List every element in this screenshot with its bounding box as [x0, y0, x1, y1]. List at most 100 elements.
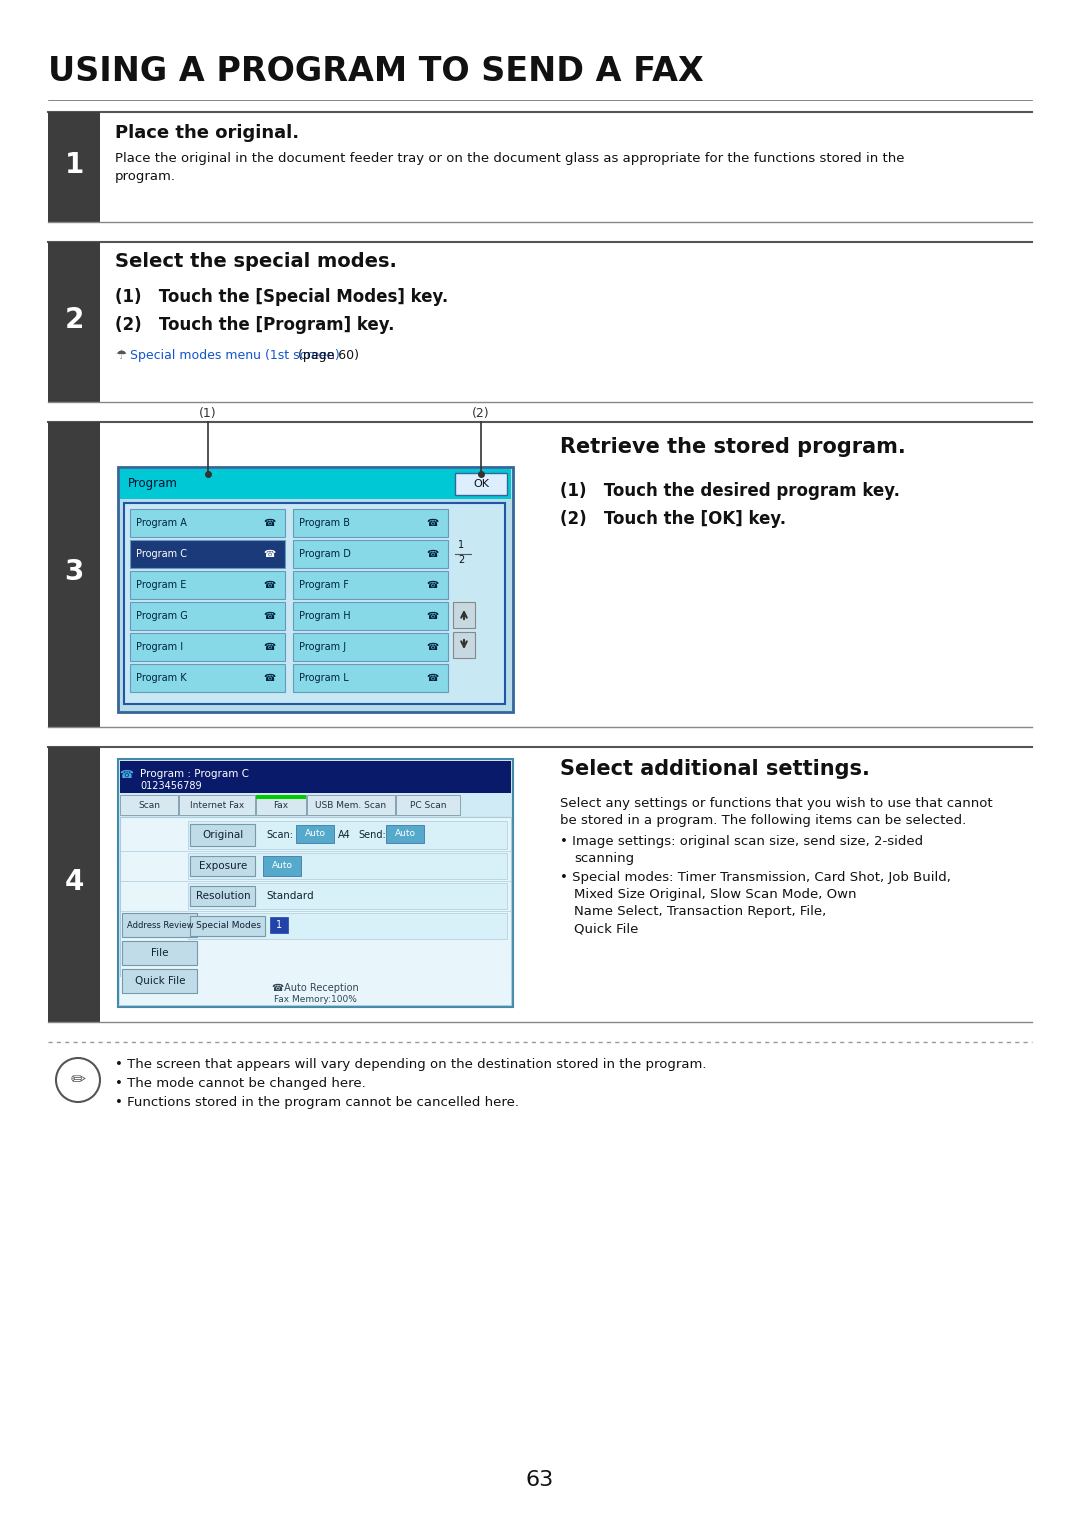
Text: Fax Memory:100%: Fax Memory:100%	[274, 995, 356, 1004]
Bar	[190, 824, 255, 847]
Bar	[386, 825, 424, 843]
Bar	[48, 422, 100, 727]
Text: Select the special modes.: Select the special modes.	[114, 252, 396, 270]
Text: 1: 1	[65, 151, 83, 179]
Text: be stored in a program. The following items can be selected.: be stored in a program. The following it…	[561, 814, 967, 827]
Text: 2: 2	[65, 306, 83, 335]
Text: • The mode cannot be changed here.: • The mode cannot be changed here.	[114, 1077, 366, 1089]
Bar	[48, 112, 100, 222]
Text: Scan: Scan	[138, 801, 160, 810]
Text: ☂: ☂	[114, 348, 126, 362]
Bar	[130, 633, 285, 662]
Text: ☎: ☎	[262, 611, 275, 620]
Bar	[120, 795, 178, 814]
Bar	[130, 509, 285, 536]
Bar	[455, 474, 507, 495]
Bar	[307, 795, 395, 814]
Text: ☎: ☎	[426, 642, 438, 652]
Text: (page 60): (page 60)	[294, 348, 360, 362]
Text: USING A PROGRAM TO SEND A FAX: USING A PROGRAM TO SEND A FAX	[48, 55, 704, 89]
Text: Program : Program C: Program : Program C	[140, 769, 249, 779]
Text: ☎: ☎	[426, 518, 438, 529]
Text: 0123456789: 0123456789	[140, 781, 202, 792]
Text: (2): (2)	[472, 406, 490, 420]
Bar	[188, 853, 507, 879]
Text: ☎: ☎	[262, 642, 275, 652]
Text: PC Scan: PC Scan	[409, 801, 446, 810]
Text: ☎: ☎	[262, 672, 275, 683]
Bar	[264, 856, 301, 876]
Text: (1): (1)	[199, 406, 216, 420]
Text: Auto: Auto	[394, 830, 416, 839]
Bar	[188, 883, 507, 909]
Text: Resolution: Resolution	[195, 891, 251, 902]
Text: 63: 63	[526, 1470, 554, 1490]
Text: Program G: Program G	[136, 611, 188, 620]
Text: Mixed Size Original, Slow Scan Mode, Own: Mixed Size Original, Slow Scan Mode, Own	[573, 888, 856, 902]
Text: ☎: ☎	[262, 581, 275, 590]
Text: Address Review: Address Review	[126, 920, 193, 929]
Bar	[124, 503, 505, 704]
Text: program.: program.	[114, 170, 176, 183]
Text: Exposure: Exposure	[199, 860, 247, 871]
Text: Auto: Auto	[305, 830, 325, 839]
Text: Auto: Auto	[271, 862, 293, 871]
Text: ☎: ☎	[119, 770, 133, 779]
Text: Place the original.: Place the original.	[114, 124, 299, 142]
Text: Standard: Standard	[266, 891, 313, 902]
Text: Send:: Send:	[357, 830, 386, 840]
Text: ☎Auto Reception: ☎Auto Reception	[272, 983, 359, 993]
Bar	[293, 602, 448, 630]
Text: Select any settings or functions that you wish to use that cannot: Select any settings or functions that yo…	[561, 798, 993, 810]
Text: (1)   Touch the [Special Modes] key.: (1) Touch the [Special Modes] key.	[114, 287, 448, 306]
Text: Program E: Program E	[136, 581, 187, 590]
Text: Retrieve the stored program.: Retrieve the stored program.	[561, 437, 906, 457]
Text: • Image settings: original scan size, send size, 2-sided: • Image settings: original scan size, se…	[561, 834, 923, 848]
Text: Special Modes: Special Modes	[195, 921, 260, 931]
Text: 1: 1	[458, 539, 464, 550]
Bar	[453, 602, 475, 628]
Bar	[118, 759, 513, 1007]
Text: ☎: ☎	[426, 549, 438, 559]
Text: Program K: Program K	[136, 672, 187, 683]
Bar	[190, 856, 255, 876]
Text: • Special modes: Timer Transmission, Card Shot, Job Build,: • Special modes: Timer Transmission, Car…	[561, 871, 950, 885]
Circle shape	[56, 1057, 100, 1102]
Text: 4: 4	[65, 868, 83, 897]
Bar	[293, 665, 448, 692]
Text: (2)   Touch the [Program] key.: (2) Touch the [Program] key.	[114, 316, 394, 335]
Text: Program L: Program L	[299, 672, 349, 683]
Bar	[120, 761, 511, 793]
Text: 1: 1	[275, 920, 282, 931]
Bar	[293, 571, 448, 599]
Bar	[48, 241, 100, 402]
Text: Select additional settings.: Select additional settings.	[561, 759, 869, 779]
Text: Program C: Program C	[136, 549, 187, 559]
Bar	[256, 795, 306, 814]
Text: Quick File: Quick File	[135, 976, 186, 986]
Text: Scan:: Scan:	[266, 830, 293, 840]
Text: Program F: Program F	[299, 581, 349, 590]
Bar	[270, 917, 288, 934]
Text: Program I: Program I	[136, 642, 184, 652]
Text: scanning: scanning	[573, 853, 634, 865]
Text: File: File	[151, 947, 168, 958]
Text: Program A: Program A	[136, 518, 187, 529]
Text: Name Select, Transaction Report, File,: Name Select, Transaction Report, File,	[573, 905, 826, 918]
Text: Program D: Program D	[299, 549, 351, 559]
Bar	[190, 886, 255, 906]
Bar	[122, 914, 197, 937]
Text: Place the original in the document feeder tray or on the document glass as appro: Place the original in the document feede…	[114, 151, 905, 165]
Bar	[396, 795, 460, 814]
Text: Program B: Program B	[299, 518, 350, 529]
Text: ☎: ☎	[426, 581, 438, 590]
Bar	[130, 665, 285, 692]
Bar	[188, 914, 507, 940]
Text: Program H: Program H	[299, 611, 351, 620]
Text: Quick File: Quick File	[573, 921, 638, 935]
Text: A4: A4	[338, 830, 351, 840]
Bar	[120, 469, 511, 500]
Bar	[122, 941, 197, 966]
Text: • The screen that appears will vary depending on the destination stored in the p: • The screen that appears will vary depe…	[114, 1057, 706, 1071]
Bar	[120, 817, 511, 1005]
